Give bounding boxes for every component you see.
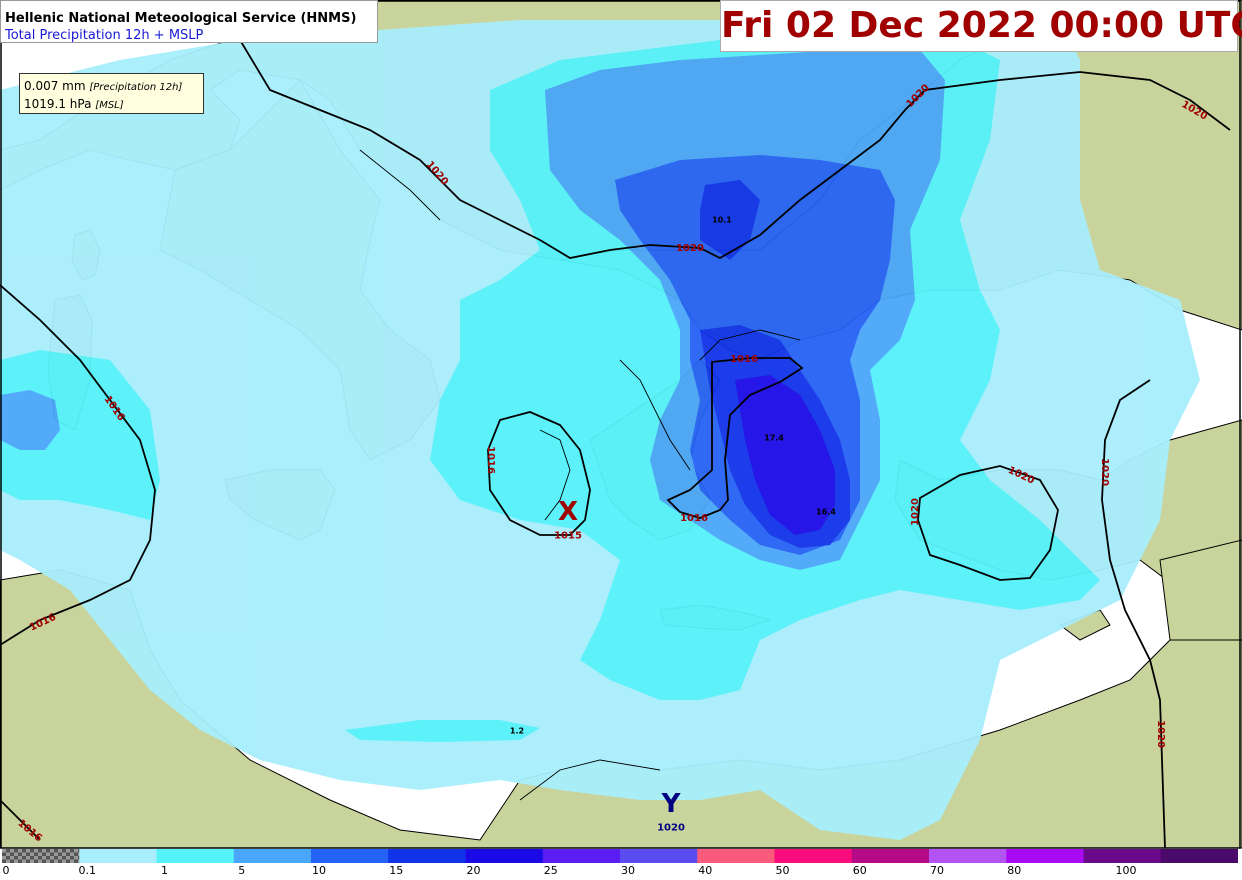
isobar-label: 1020 — [1099, 458, 1110, 486]
colorbar-tick-label: 20 — [466, 864, 481, 877]
isobar-1016-aegean — [666, 357, 804, 519]
header-title: Hellenic National Meteoological Service … — [5, 11, 357, 26]
precip-max-label: 17.4 — [764, 433, 784, 443]
map-frame — [0, 0, 1241, 849]
precip-level-5-west — [0, 390, 60, 450]
isobar-label: 1016 — [485, 446, 496, 474]
precip-max-label: 10.1 — [712, 215, 732, 225]
low-pressure-value: 1015 — [554, 530, 582, 542]
isobar-label: 1020 — [910, 498, 921, 526]
precip-level-20 — [735, 375, 835, 535]
isobar-1016-low-loop — [487, 411, 591, 536]
colorbar-tick-label: 10 — [312, 864, 326, 877]
probe-precip: 0.007 mm [Precipitation 12h] — [24, 79, 182, 93]
colorbar-tick-label: 30 — [621, 864, 635, 877]
precip-shading — [0, 20, 1200, 840]
colorbar-segment — [388, 849, 466, 863]
precip-level-15 — [700, 180, 760, 260]
isobar-label: 1020 — [1155, 720, 1166, 748]
precip-level-1-west — [0, 350, 160, 520]
isobar-label: 1016 — [680, 513, 708, 524]
coastlines — [359, 149, 801, 801]
colorbar-segment — [233, 849, 312, 863]
precip-colorbar — [2, 849, 1238, 863]
colorbar-tick-label: 70 — [930, 864, 944, 877]
colorbar-segment — [79, 849, 157, 863]
isobar-label: 1020 — [676, 243, 704, 254]
colorbar-segment — [311, 849, 389, 863]
colorbar-tick-label: 50 — [775, 864, 790, 877]
isobar-1020-far-east — [1101, 379, 1166, 849]
probe-mslp-tag: [MSL] — [95, 100, 124, 111]
colorbar-tick-label: 15 — [389, 864, 404, 877]
colorbar-segment — [2, 849, 80, 863]
land-middle-east — [1159, 539, 1242, 641]
precip-max-label: 1.2 — [509, 726, 525, 736]
colorbar-segment — [697, 849, 775, 863]
high-pressure-letter: Y — [661, 789, 681, 819]
colorbar-segment — [1160, 849, 1238, 863]
header-box: Hellenic National Meteoological Service … — [0, 0, 378, 43]
valid-time: Fri 02 Dec 2022 00:00 UTC — [721, 5, 1242, 46]
colorbar-tick-label: 40 — [698, 864, 713, 877]
colorbar-segment — [156, 849, 235, 863]
colorbar-tick-label: 0.1 — [78, 864, 97, 877]
colorbar-segment — [851, 849, 930, 863]
isobar-1020-east-loop — [917, 465, 1059, 581]
low-pressure-letter: X — [557, 497, 579, 527]
isobars — [0, 39, 1231, 849]
colorbar-segment — [774, 849, 853, 863]
probe-precip-tag: [Precipitation 12h] — [89, 82, 183, 93]
colorbar-segment — [1083, 849, 1162, 863]
probe-mslp-value: 1019.1 hPa — [24, 97, 92, 111]
probe-precip-value: 0.007 mm — [24, 79, 86, 93]
colorbar-segment — [465, 849, 544, 863]
header-subtitle: Total Precipitation 12h + MSLP — [5, 28, 204, 43]
probe-mslp: 1019.1 hPa [MSL] — [24, 97, 124, 111]
colorbar-tick-label: 25 — [543, 864, 558, 877]
colorbar-tick-label: 5 — [238, 864, 246, 877]
colorbar-segment — [1006, 849, 1084, 863]
colorbar-tick-label: 0 — [2, 864, 10, 877]
precip-max-label: 16.4 — [816, 507, 836, 517]
colorbar-tick-label: 80 — [1007, 864, 1022, 877]
colorbar-segment — [620, 849, 698, 863]
colorbar-tick-label: 1 — [161, 864, 168, 877]
colorbar-segment — [542, 849, 621, 863]
probe-readout: 0.007 mm [Precipitation 12h] 1019.1 hPa … — [19, 73, 204, 114]
colorbar-segment — [929, 849, 1007, 863]
isobar-1016-west — [0, 284, 156, 646]
isobar-label: 1016 — [730, 354, 758, 365]
high-pressure-value: 1020 — [657, 822, 685, 834]
valid-time-box: Fri 02 Dec 2022 00:00 UTC — [720, 0, 1242, 52]
colorbar-tick-label: 100 — [1115, 864, 1137, 877]
isobar-1016-sw — [0, 799, 41, 841]
colorbar-tick-label: 60 — [852, 864, 867, 877]
isobar-1020-north — [239, 39, 1231, 260]
precip-level-1-libya — [345, 720, 540, 742]
